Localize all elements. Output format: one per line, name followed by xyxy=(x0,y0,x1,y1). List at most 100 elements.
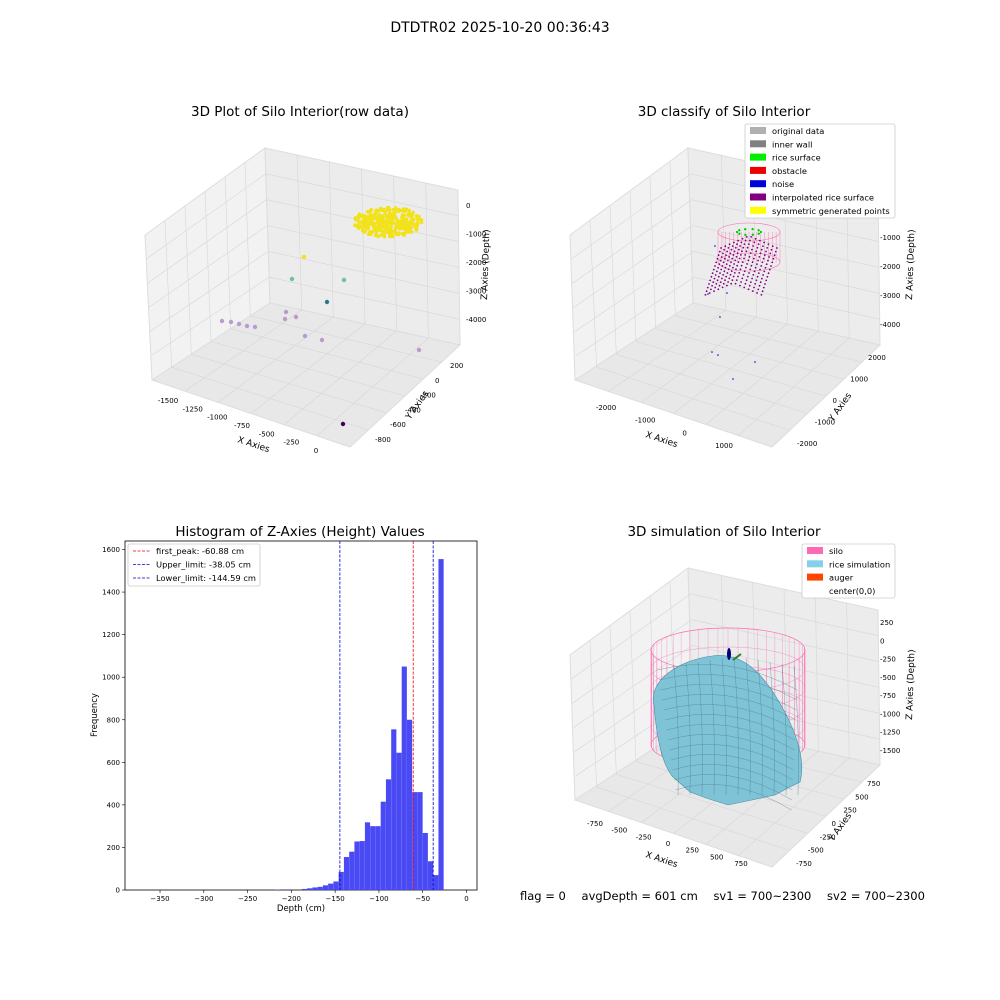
legend-label: rice simulation xyxy=(829,559,890,569)
surface-mesh-line xyxy=(781,663,787,796)
y-tick: -750 xyxy=(796,860,812,868)
data-point xyxy=(396,232,401,237)
interpolated-point xyxy=(749,252,752,255)
interpolated-point xyxy=(763,270,766,273)
interpolated-point xyxy=(732,275,735,278)
interpolated-point xyxy=(726,272,729,274)
interpolated-point xyxy=(714,274,717,276)
histogram-bar xyxy=(406,719,413,890)
panel1-3d-axes xyxy=(144,147,462,448)
data-point xyxy=(357,226,361,230)
rice-surface-point xyxy=(744,228,747,231)
outlier-point xyxy=(416,347,422,353)
x-tick-label: −200 xyxy=(282,895,301,903)
interpolated-point xyxy=(747,288,750,291)
interpolated-point xyxy=(745,266,747,269)
outlier-point xyxy=(319,337,325,343)
interpolated-point xyxy=(715,261,718,264)
interpolated-point xyxy=(746,246,749,249)
interpolated-point xyxy=(762,286,765,289)
y-tick: 750 xyxy=(867,780,880,788)
interpolated-point xyxy=(739,245,741,247)
interpolated-point xyxy=(751,248,753,251)
rice-surface-point xyxy=(757,232,760,235)
rice-surface-point xyxy=(760,231,762,233)
histogram-bar xyxy=(354,841,360,890)
data-point xyxy=(384,214,389,218)
interpolated-point xyxy=(727,268,730,271)
interpolated-point xyxy=(759,252,762,255)
interpolated-point xyxy=(722,261,725,264)
legend-swatch xyxy=(750,127,766,134)
data-point xyxy=(380,224,384,228)
interpolated-point xyxy=(743,243,746,246)
legend-label: obstacle xyxy=(772,166,807,176)
interpolated-point xyxy=(718,263,721,266)
interpolated-point xyxy=(719,259,722,262)
interpolated-point xyxy=(749,239,751,242)
histogram-bar xyxy=(438,559,444,890)
interpolated-point xyxy=(753,286,755,289)
interpolated-point xyxy=(763,254,766,256)
z-tick: 0 xyxy=(466,202,470,210)
interpolated-point xyxy=(720,256,723,258)
data-point xyxy=(361,222,366,226)
outlier-point xyxy=(244,323,250,329)
surface-mesh-line xyxy=(669,744,794,771)
interpolated-point xyxy=(740,281,742,283)
data-point xyxy=(415,223,419,228)
panel2-xlabel: X Axies xyxy=(644,430,679,450)
legend-label: symmetric generated points xyxy=(772,206,890,216)
data-point xyxy=(390,234,395,239)
interpolated-point xyxy=(708,292,711,294)
histogram-bar xyxy=(370,826,376,890)
legend-label: silo xyxy=(829,546,843,556)
interpolated-point xyxy=(765,250,767,253)
interpolated-point xyxy=(717,254,720,257)
interpolated-point xyxy=(748,255,751,258)
x-tick: 750 xyxy=(734,860,747,868)
interpolated-point xyxy=(744,239,747,242)
y-tick: 0 xyxy=(833,397,837,405)
interpolated-point xyxy=(774,250,777,253)
legend-label: center(0,0) xyxy=(829,586,875,596)
panel1-title: 3D Plot of Silo Interior(row data) xyxy=(191,104,409,120)
interpolated-point xyxy=(763,241,765,244)
outlier-point xyxy=(236,321,242,327)
interpolated-point xyxy=(765,279,768,282)
interpolated-point xyxy=(749,268,752,271)
legend-swatch xyxy=(750,180,766,188)
panel4-zlabel: Z Axies (Depth) xyxy=(905,649,917,720)
legend-swatch xyxy=(807,560,823,568)
panel4-tick-labels: -750 -500 -250 0 250 500 750 750 500 250 0 -250 -500… xyxy=(587,619,900,868)
y-tick: -250 xyxy=(820,833,836,841)
x-tick: -1500 xyxy=(158,397,178,405)
histogram-bar xyxy=(343,857,350,890)
histogram-bar xyxy=(412,792,418,890)
data-point xyxy=(355,223,360,228)
interpolated-point xyxy=(732,254,735,256)
x-tick: -2000 xyxy=(596,404,616,412)
outlier-point xyxy=(252,324,258,330)
y-tick: 250 xyxy=(843,807,856,815)
interpolated-point xyxy=(733,250,736,253)
x-tick: -750 xyxy=(587,820,603,828)
interpolated-point xyxy=(757,259,759,262)
interpolated-point xyxy=(739,268,742,271)
data-point xyxy=(397,207,401,212)
status-footer: flag = 0 avgDepth = 601 cm sv1 = 700~230… xyxy=(520,889,937,903)
histogram-ylabel: Frequency xyxy=(90,693,100,737)
surface-mesh-line xyxy=(793,665,799,796)
z-tick: -4000 xyxy=(880,321,900,329)
interpolated-point xyxy=(747,259,750,262)
interpolated-point xyxy=(764,266,767,269)
surface-mesh-line xyxy=(673,774,793,801)
interpolated-point xyxy=(759,281,762,284)
noise-point xyxy=(707,293,709,295)
surface-mesh-line xyxy=(697,661,703,796)
data-point xyxy=(363,229,368,233)
interpolated-point xyxy=(717,266,719,269)
avg-depth-text: avgDepth = 601 cm xyxy=(581,889,698,903)
interpolated-point xyxy=(730,270,733,273)
y-tick-label: 1000 xyxy=(102,674,120,682)
